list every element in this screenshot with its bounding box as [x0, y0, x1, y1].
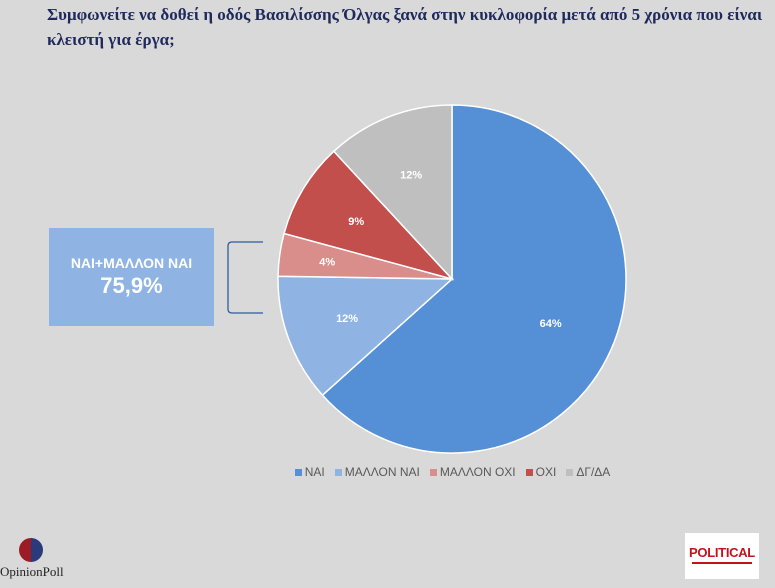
political-logo: POLITICAL [685, 533, 759, 579]
legend-item-3: ΟΧΙ [525, 465, 557, 479]
opinionpoll-logo: OpinionPoll [0, 536, 70, 586]
legend-swatch [429, 468, 437, 476]
callout-bracket [227, 241, 263, 314]
pie-slice-4 [332, 104, 453, 281]
chart-legend: ΝΑΙ ΜΑΛΛΟΝ ΝΑΙ ΜΑΛΛΟΝ ΟΧΙ ΟΧΙ ΔΓ/ΔΑ [0, 465, 775, 479]
legend-label: ΔΓ/ΔΑ [576, 465, 611, 479]
legend-item-2: ΜΑΛΛΟΝ ΟΧΙ [429, 465, 516, 479]
pie-data-label-1: 12% [336, 313, 358, 325]
legend-item-0: ΝΑΙ [294, 465, 325, 479]
legend-swatch [525, 468, 533, 476]
legend-swatch [566, 468, 574, 476]
legend-label: ΝΑΙ [304, 465, 325, 479]
pie-slice-3 [283, 150, 455, 281]
legend-swatch [334, 468, 342, 476]
callout-value: 75,9% [100, 273, 163, 298]
legend-label: ΜΑΛΛΟΝ ΟΧΙ [439, 465, 516, 479]
pie-data-label-3: 9% [348, 216, 364, 228]
pie-slice-1 [277, 275, 454, 397]
pie-data-label-2: 4% [319, 256, 335, 268]
opinionpoll-logo-icon [19, 538, 43, 562]
legend-item-1: ΜΑΛΛΟΝ ΝΑΙ [334, 465, 420, 479]
legend-swatch [294, 468, 302, 476]
callout-label: ΝΑΙ+ΜΑΛΛΟΝ ΝΑΙ [70, 255, 193, 271]
opinionpoll-logo-text: OpinionPoll [0, 564, 64, 579]
pie-slice-0 [321, 104, 627, 454]
pie-data-label-0: 64% [540, 318, 562, 330]
political-logo-text: POLITICAL [689, 545, 755, 560]
legend-label: ΟΧΙ [535, 465, 557, 479]
callout-box: ΝΑΙ+ΜΑΛΛΟΝ ΝΑΙ 75,9% [49, 228, 214, 326]
chart-title: Συμφωνείτε να δοθεί η οδός Βασιλίσσης Όλ… [47, 5, 763, 49]
pie-data-label-4: 12% [400, 170, 422, 182]
legend-label: ΜΑΛΛΟΝ ΝΑΙ [344, 465, 420, 479]
legend-item-4: ΔΓ/ΔΑ [566, 465, 610, 479]
